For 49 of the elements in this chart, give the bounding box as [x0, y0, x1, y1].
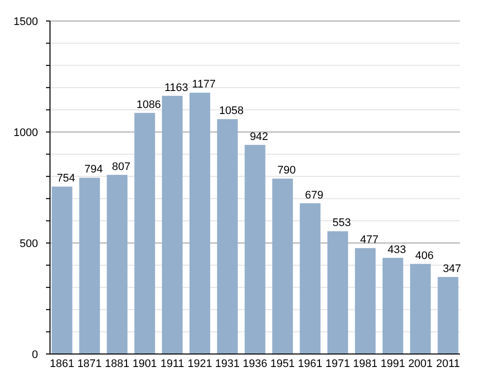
bar	[300, 203, 320, 354]
bar	[354, 248, 376, 354]
x-tick-label: 1936	[242, 358, 268, 370]
y-tick-label: 1500	[14, 16, 38, 28]
bar	[52, 186, 72, 354]
bar	[272, 178, 293, 354]
x-tick-label: 1951	[270, 358, 295, 370]
x-tick-label: 1881	[104, 358, 130, 370]
data-label: 433	[388, 244, 406, 256]
bar	[190, 92, 210, 354]
x-tick-label: 2001	[408, 358, 433, 370]
data-label: 477	[360, 234, 378, 246]
bar	[217, 119, 238, 354]
data-label: 679	[304, 189, 324, 202]
data-label: 807	[112, 160, 130, 173]
bar	[79, 178, 100, 354]
data-label: 754	[56, 172, 76, 185]
data-label: 347	[442, 262, 462, 275]
x-tick-label: 1921	[188, 358, 212, 370]
x-tick-label: 2011	[436, 358, 460, 370]
data-label: 1163	[164, 82, 188, 94]
x-tick-label: 1901	[132, 358, 157, 370]
y-tick-label: 1000	[14, 126, 38, 139]
bar	[382, 258, 404, 354]
data-label: 1058	[219, 105, 244, 118]
data-label: 942	[250, 130, 268, 143]
bar	[438, 276, 458, 354]
y-tick-label: 0	[32, 348, 38, 361]
x-tick-label: 1911	[160, 358, 184, 370]
data-label: 1177	[192, 78, 216, 91]
x-tick-label: 1991	[380, 358, 406, 370]
x-tick-label: 1861	[50, 358, 74, 370]
bar	[134, 112, 156, 354]
data-label: 794	[84, 164, 103, 176]
data-label: 1086	[136, 98, 161, 111]
x-tick-label: 1871	[77, 358, 102, 370]
x-tick-label: 1961	[298, 358, 322, 370]
x-tick-label: 1981	[353, 358, 378, 370]
bar	[410, 264, 431, 354]
bar	[162, 96, 183, 354]
bar	[244, 144, 266, 354]
y-tick-label: 500	[20, 238, 38, 250]
data-label: 790	[277, 164, 296, 177]
x-tick-label: 1931	[215, 358, 240, 370]
data-label: 406	[415, 250, 434, 262]
data-label: 553	[332, 217, 351, 230]
bar	[327, 231, 348, 354]
bar	[106, 174, 128, 354]
x-tick-label: 1971	[325, 358, 350, 370]
